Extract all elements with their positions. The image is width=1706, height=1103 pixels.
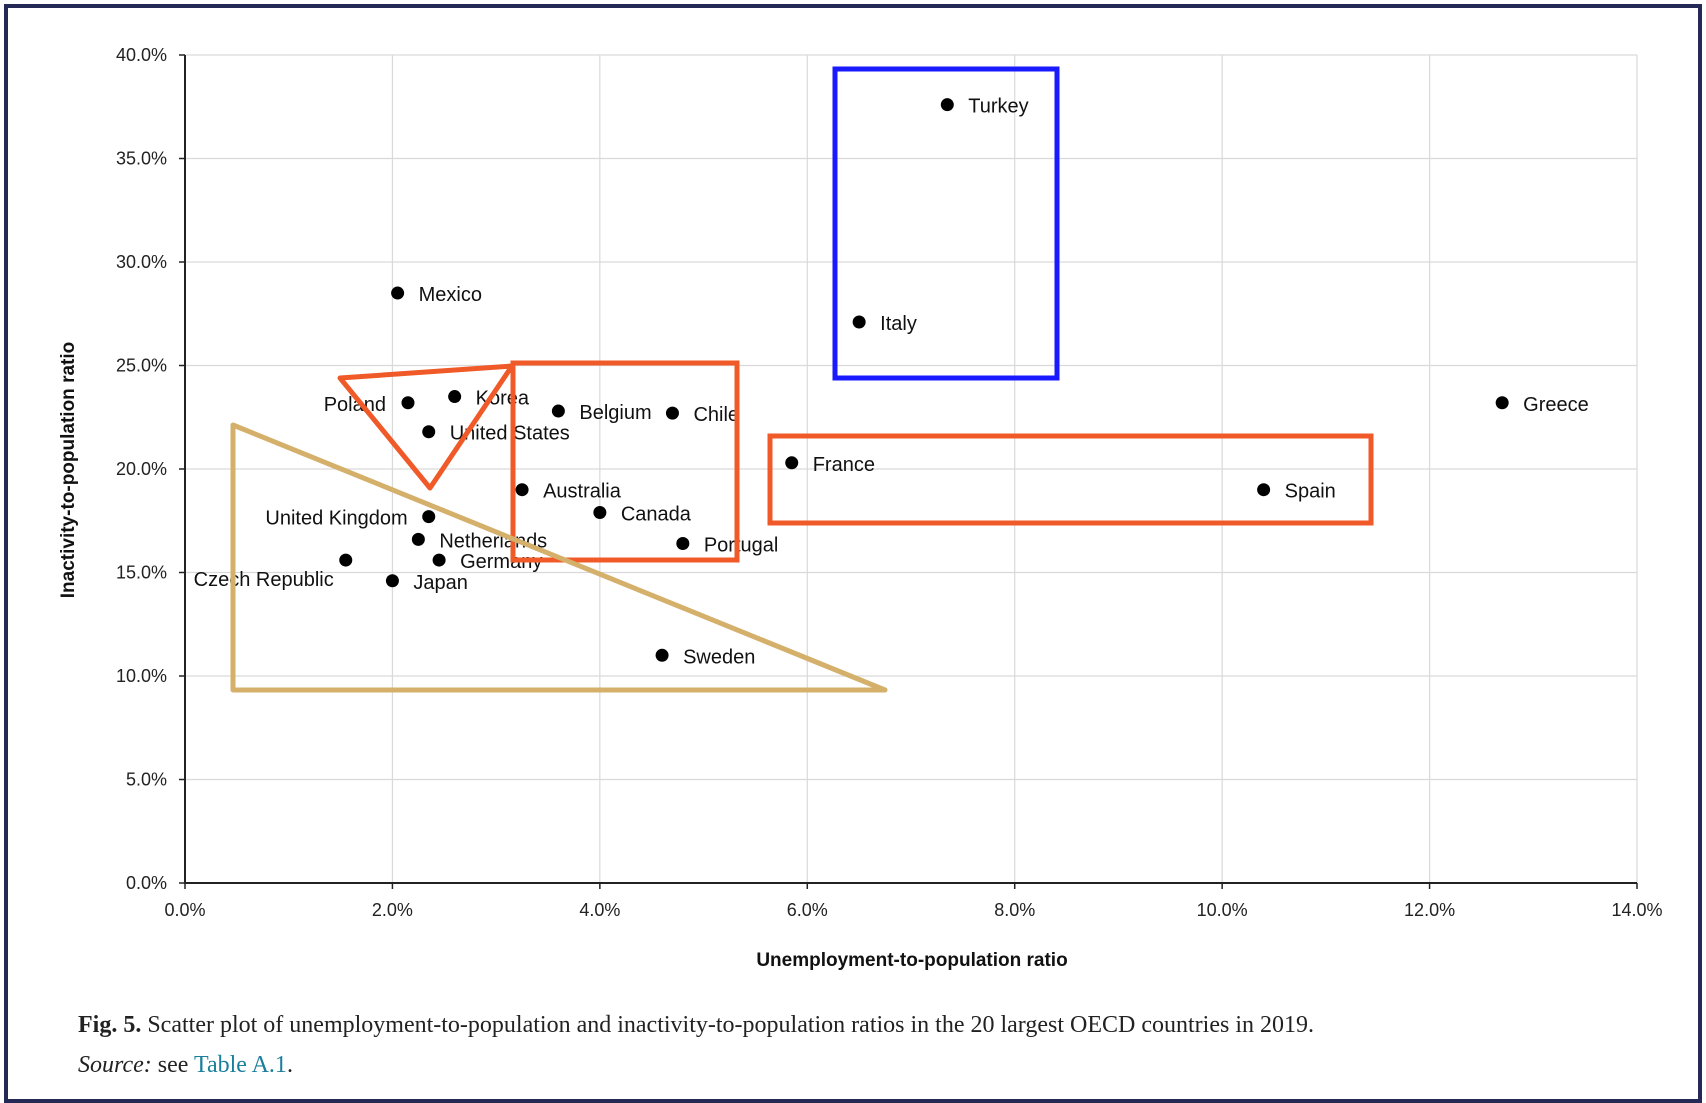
x-tick-label: 2.0% — [372, 900, 413, 920]
label-sweden: Sweden — [683, 646, 755, 668]
point-korea — [448, 390, 462, 404]
point-portugal — [676, 537, 690, 551]
point-netherlands — [411, 532, 425, 546]
label-mexico: Mexico — [419, 284, 482, 306]
orange-box-annotation-middle — [510, 360, 740, 563]
x-tick-label: 12.0% — [1404, 900, 1455, 920]
figure-caption: Fig. 5. Scatter plot of unemployment-to-… — [78, 1005, 1648, 1085]
caption-table-link[interactable]: Table A.1 — [193, 1052, 287, 1078]
label-czech-republic: Czech Republic — [194, 569, 334, 591]
y-tick-label: 5.0% — [126, 770, 167, 790]
annotation-shapes — [230, 66, 1374, 693]
caption-text: Scatter plot of unemployment-to-populati… — [141, 1012, 1314, 1038]
point-italy — [852, 315, 866, 329]
y-tick-label: 15.0% — [116, 563, 167, 583]
label-canada: Canada — [621, 503, 692, 525]
label-italy: Italy — [880, 313, 917, 335]
label-france: France — [813, 454, 875, 476]
y-tick-label: 30.0% — [116, 252, 167, 272]
orange-box-annotation-right — [767, 433, 1374, 526]
x-axis-title: Unemployment-to-population ratio — [756, 950, 1067, 971]
point-chile — [665, 406, 679, 420]
label-chile: Chile — [693, 404, 739, 426]
point-france — [785, 456, 799, 470]
label-turkey: Turkey — [968, 96, 1028, 118]
y-tick-label: 25.0% — [116, 356, 167, 376]
point-germany — [432, 553, 446, 567]
label-australia: Australia — [543, 481, 622, 503]
x-tick-label: 0.0% — [164, 900, 205, 920]
y-tick-label: 35.0% — [116, 149, 167, 169]
point-czech-republic — [339, 553, 353, 567]
gridlines — [185, 54, 1638, 883]
caption-source-end: . — [286, 1052, 293, 1078]
label-spain: Spain — [1285, 481, 1336, 503]
figure-frame — [4, 4, 1702, 1103]
point-canada — [593, 505, 607, 519]
caption-source-label: Source: — [78, 1052, 152, 1078]
blue-box-annotation — [832, 66, 1060, 381]
tan-triangle-annotation — [230, 422, 888, 693]
point-japan — [385, 574, 399, 588]
caption-source-text: see — [151, 1052, 194, 1078]
x-tick-label: 10.0% — [1197, 900, 1248, 920]
x-tick-labels: 0.0% 2.0% 4.0% 6.0% 8.0% 10.0% 12.0% 14.0% — [164, 900, 1662, 920]
label-united-states: United States — [450, 423, 570, 445]
label-poland: Poland — [324, 394, 386, 416]
y-axis-title: Inactivity-to-population ratio — [58, 342, 79, 599]
point-mexico — [391, 286, 405, 300]
point-australia — [515, 483, 529, 497]
caption-fig-label: Fig. 5. — [78, 1012, 142, 1038]
label-netherlands: Netherlands — [439, 530, 547, 552]
point-sweden — [655, 648, 669, 662]
y-tick-label: 40.0% — [116, 45, 167, 65]
y-tick-labels: 0.0% 5.0% 10.0% 15.0% 20.0% 25.0% 30.0% 35.0% 40… — [116, 45, 167, 893]
point-turkey — [940, 98, 954, 112]
x-tick-label: 6.0% — [787, 900, 828, 920]
point-belgium — [551, 404, 565, 418]
orange-triangle-annotation — [337, 363, 515, 491]
y-tick-label: 20.0% — [116, 459, 167, 479]
label-belgium: Belgium — [579, 402, 651, 424]
label-portugal: Portugal — [704, 535, 779, 557]
y-tick-label: 10.0% — [116, 666, 167, 686]
x-tick-label: 8.0% — [994, 900, 1035, 920]
x-tick-label: 4.0% — [579, 900, 620, 920]
point-united-states — [422, 425, 436, 439]
point-greece — [1495, 396, 1509, 410]
label-united-kingdom: United Kingdom — [265, 508, 407, 530]
x-tick-label: 14.0% — [1611, 900, 1662, 920]
point-spain — [1257, 483, 1271, 497]
y-tick-label: 0.0% — [126, 873, 167, 893]
axes — [179, 54, 1638, 889]
scatter-chart: 0.0% 2.0% 4.0% 6.0% 8.0% 10.0% 12.0% 14.0% 0.0%… — [58, 45, 1663, 971]
point-poland — [401, 396, 415, 410]
label-germany: Germany — [460, 551, 542, 573]
label-japan: Japan — [413, 572, 468, 594]
point-united-kingdom — [422, 510, 436, 524]
label-greece: Greece — [1523, 394, 1589, 416]
